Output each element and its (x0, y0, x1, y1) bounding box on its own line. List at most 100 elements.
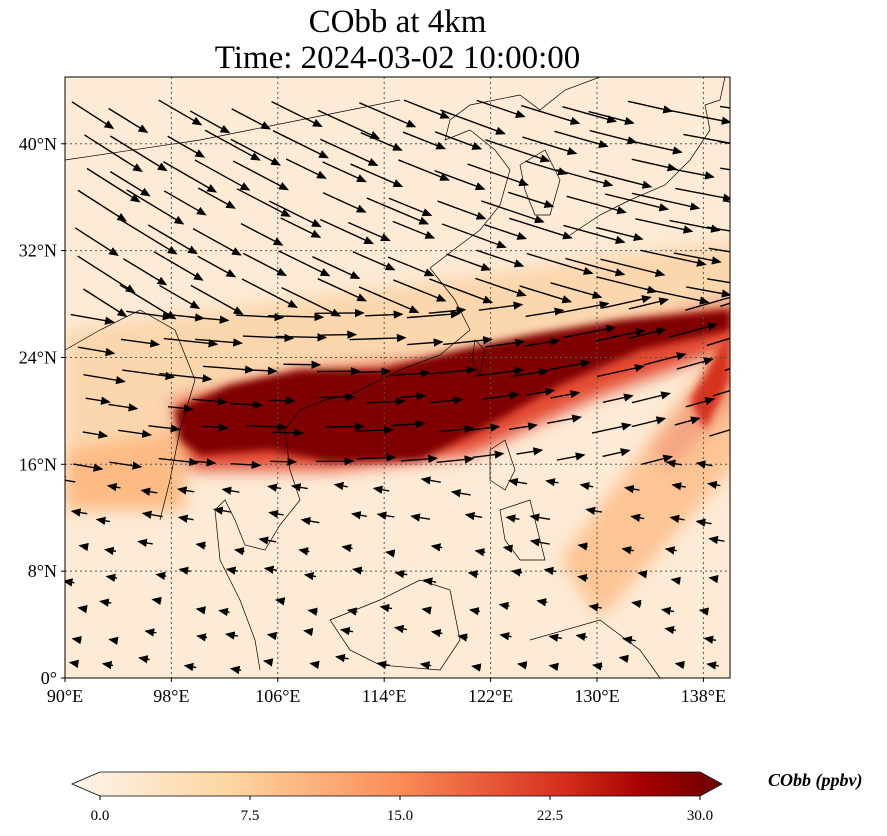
wind-arrow (446, 253, 492, 271)
wind-arrow (275, 333, 328, 342)
wind-arrow (400, 392, 427, 401)
wind-arrow (536, 598, 548, 607)
wind-arrow (379, 603, 393, 613)
wind-arrow (86, 167, 141, 203)
wind-arrow (346, 607, 358, 616)
wind-arrow (163, 337, 219, 348)
wind-arrow (579, 481, 594, 491)
wind-arrow (158, 457, 199, 467)
wind-arrow (398, 159, 450, 181)
wind-arrow (356, 453, 397, 462)
wind-arrow (547, 414, 582, 424)
wind-arrow (221, 486, 240, 495)
wind-arrow (230, 400, 264, 409)
wind-arrow (631, 416, 667, 428)
wind-arrow (101, 660, 114, 670)
wind-arrow (631, 192, 701, 211)
wind-arrow (120, 338, 161, 348)
wind-arrow (585, 506, 603, 516)
wind-arrow (589, 129, 638, 145)
wind-arrow (628, 327, 667, 340)
wind-arrow (628, 297, 670, 310)
wind-arrow (674, 660, 685, 670)
lat-tick-label: 8°N (28, 561, 57, 581)
wind-arrow (554, 130, 609, 149)
wind-arrow (706, 278, 730, 284)
wind-arrow (472, 450, 505, 459)
wind-arrow (325, 422, 366, 431)
wind-arrow (122, 258, 168, 286)
wind-arrow (159, 284, 201, 309)
map-time: Time: 2024-03-02 10:00:00 (214, 40, 581, 76)
wind-arrow (322, 192, 367, 213)
wind-arrow (109, 135, 168, 172)
wind-arrow (430, 366, 477, 375)
wind-arrow (529, 538, 550, 547)
wind-arrow (522, 136, 578, 156)
wind-arrow (358, 286, 420, 313)
axis-ticks: 90°E 98°E 106°E 114°E 122°E 130°E 138°E 0° 8°N 16… (19, 134, 726, 706)
wind-arrow (258, 536, 277, 545)
wind-arrow (480, 200, 545, 224)
wind-arrow (225, 566, 238, 575)
wind-arrow (196, 633, 208, 642)
wind-arrow (557, 300, 610, 314)
wind-arrow (410, 513, 431, 522)
wind-arrow (550, 390, 581, 399)
wind-arrow (218, 607, 230, 617)
wind-arrow (556, 452, 586, 461)
wind-arrow (604, 193, 670, 212)
wind-arrow (270, 457, 298, 466)
wind-arrow (84, 134, 143, 173)
wind-arrow (562, 106, 618, 124)
wind-arrow (602, 393, 634, 404)
wind-arrow (83, 288, 128, 317)
wind-arrow (469, 423, 501, 432)
wind-arrow (340, 627, 354, 636)
wind-arrow (660, 606, 675, 616)
colorbar-label: CObb (ppbv) (768, 770, 863, 790)
wind-arrow (471, 663, 482, 672)
wind-arrow (630, 513, 645, 522)
wind-arrow (65, 476, 76, 485)
wind-arrow (192, 397, 228, 406)
wind-arrow (478, 301, 524, 311)
wind-arrow (194, 159, 251, 191)
wind-arrow (68, 659, 80, 669)
wind-arrow (597, 363, 645, 378)
wind-arrow (390, 419, 426, 429)
wind-arrow (153, 251, 204, 281)
wind-arrow (178, 566, 191, 575)
wind-arrow (673, 252, 722, 265)
wind-arrow (516, 447, 544, 456)
wind-arrow (502, 544, 514, 553)
wind-arrow (335, 653, 349, 663)
wind-arrow (366, 397, 407, 406)
wind-arrow (195, 541, 207, 550)
map-area (65, 77, 730, 678)
wind-arrow (548, 359, 591, 371)
lon-tick-label: 106°E (255, 686, 300, 706)
wind-arrow (550, 282, 603, 299)
wind-arrow (242, 252, 288, 276)
wind-arrow (669, 322, 718, 338)
colorbar-tick-label: 15.0 (387, 808, 413, 824)
wind-arrow (103, 546, 117, 556)
wind-arrow (671, 482, 686, 491)
wind-arrow (602, 448, 631, 458)
wind-arrow (272, 428, 304, 437)
wind-arrow (695, 460, 713, 469)
wind-arrow (510, 568, 523, 577)
wind-arrow (643, 352, 687, 366)
wind-arrow (197, 255, 237, 278)
wind-arrow (507, 191, 555, 208)
wind-arrow (108, 636, 119, 645)
wind-arrow (703, 635, 717, 644)
wind-arrow (407, 338, 444, 347)
wind-arrow (303, 627, 314, 637)
wind-arrow (122, 369, 176, 381)
wind-arrow (566, 195, 627, 215)
wind-arrow (167, 135, 206, 158)
wind-arrow (372, 485, 390, 494)
